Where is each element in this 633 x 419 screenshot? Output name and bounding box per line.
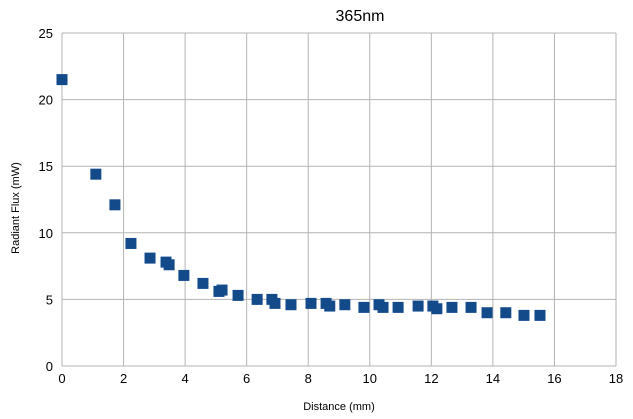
data-point	[178, 269, 190, 281]
y-tick-label: 20	[39, 93, 53, 108]
y-tick-label: 0	[46, 359, 53, 374]
data-point	[197, 277, 209, 289]
x-tick-label: 8	[305, 371, 312, 386]
data-point	[56, 74, 68, 86]
data-point	[269, 297, 281, 309]
chart-title: 365nm	[336, 8, 385, 25]
data-points	[56, 74, 546, 321]
x-tick-label: 10	[363, 371, 377, 386]
y-tick-label: 10	[39, 226, 53, 241]
x-tick-label: 14	[486, 371, 500, 386]
data-point	[465, 301, 477, 313]
data-point	[109, 199, 121, 211]
x-tick-label: 12	[424, 371, 438, 386]
y-tick-label: 5	[46, 292, 53, 307]
data-point	[251, 293, 263, 305]
data-point	[358, 301, 370, 313]
data-point	[339, 299, 351, 311]
data-point	[481, 307, 493, 319]
y-tick-label: 15	[39, 159, 53, 174]
data-point	[534, 309, 546, 321]
data-point	[305, 297, 317, 309]
data-point	[144, 252, 156, 264]
data-point	[285, 299, 297, 311]
x-tick-label: 2	[120, 371, 127, 386]
data-point	[446, 301, 458, 313]
data-point	[377, 301, 389, 313]
data-point	[500, 307, 512, 319]
data-point	[431, 303, 443, 315]
x-tick-label: 6	[243, 371, 250, 386]
x-tick-label: 18	[609, 371, 623, 386]
tick-labels: 0 2 4 6 8 10 12 14 16 18 0 5 10 15 20 25	[39, 26, 624, 386]
data-point	[90, 168, 102, 180]
data-point	[392, 301, 404, 313]
x-tick-label: 4	[181, 371, 188, 386]
data-point	[125, 237, 137, 249]
data-point	[412, 300, 424, 312]
x-axis-label: Distance (mm)	[303, 401, 375, 413]
x-tick-label: 16	[547, 371, 561, 386]
grid	[61, 32, 617, 367]
x-tick-label: 0	[58, 371, 65, 386]
data-point	[232, 289, 244, 301]
y-axis-label: Radiant Flux (mW)	[10, 162, 22, 254]
data-point	[216, 284, 228, 296]
data-point	[163, 259, 175, 271]
data-point	[324, 300, 336, 312]
data-point	[518, 309, 530, 321]
y-tick-label: 25	[39, 26, 53, 41]
